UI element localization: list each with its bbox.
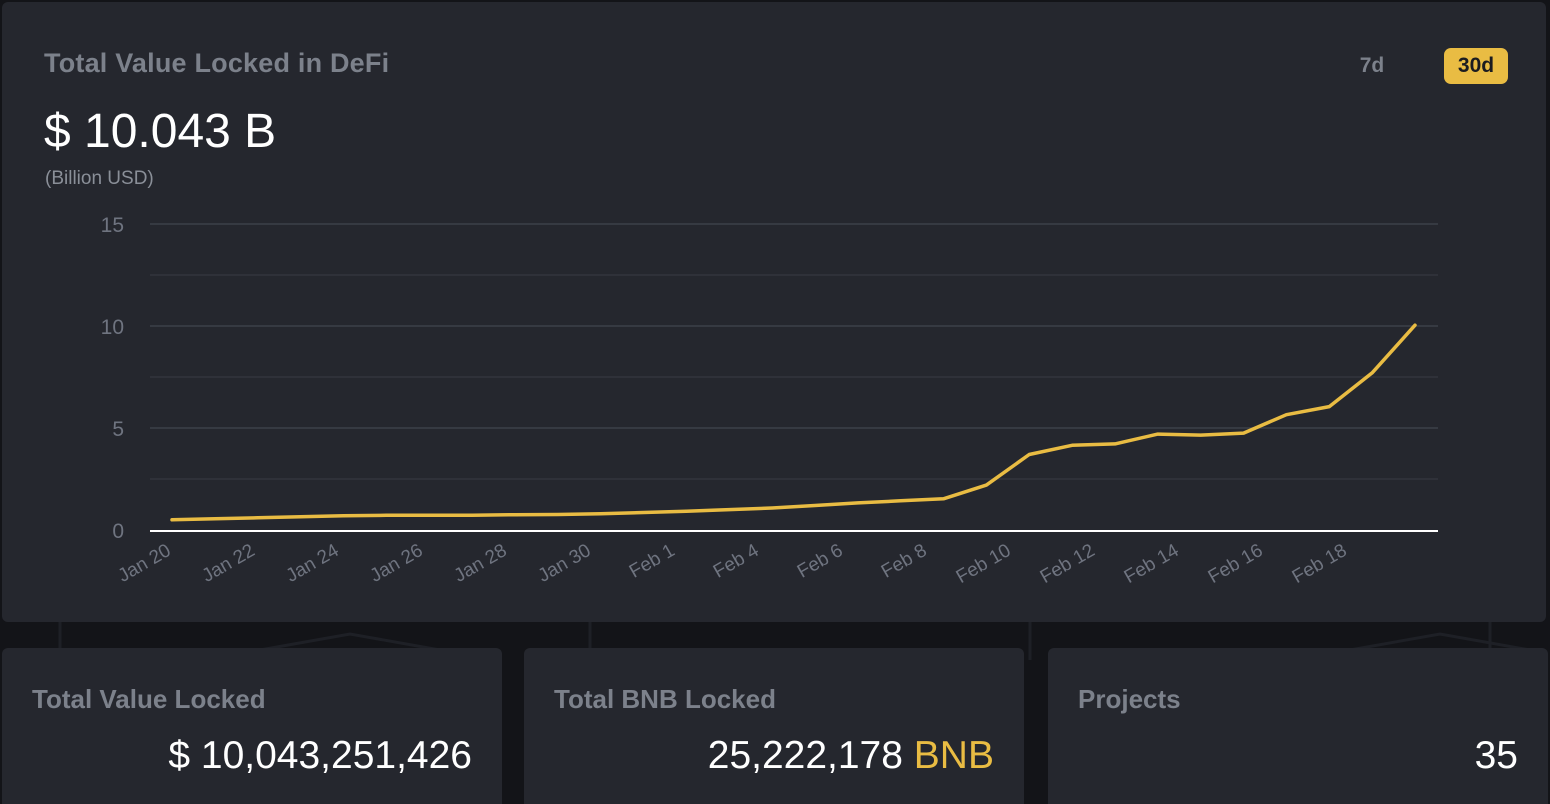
stat-label-projects: Projects (1078, 684, 1181, 714)
x-tick-label: Jan 30 (535, 540, 595, 587)
tvl-series-line (170, 323, 1417, 522)
tvl-unit-label: (Billion USD) (45, 168, 154, 189)
y-tick-label: 5 (112, 418, 124, 441)
tvl-headline-value: $ 10.043 B (44, 105, 277, 158)
x-tick-label: Feb 8 (878, 540, 931, 582)
stat-card-projects: Projects 35 (1048, 648, 1548, 804)
x-tick-label: Jan 20 (115, 540, 175, 587)
stat-label-total-bnb-locked: Total BNB Locked (554, 684, 776, 714)
x-tick-label: Jan 24 (283, 540, 343, 587)
x-tick-label: Feb 10 (953, 540, 1015, 588)
tvl-chart-card: Total Value Locked in DeFi $ 10.043 B (B… (2, 2, 1546, 622)
x-tick-label: Feb 6 (794, 540, 847, 582)
stat-number: 35 (1474, 734, 1518, 777)
x-tick-label: Feb 12 (1037, 540, 1099, 588)
stat-value-projects: 35 (1475, 734, 1518, 778)
x-tick-label: Jan 28 (451, 540, 511, 587)
stat-card-total-value-locked: Total Value Locked $ 10,043,251,426 (2, 648, 502, 804)
x-tick-label: Feb 16 (1205, 540, 1267, 588)
stat-number: $ 10,043,251,426 (168, 734, 472, 777)
chart-title: Total Value Locked in DeFi (44, 48, 390, 78)
x-tick-label: Feb 4 (710, 540, 763, 583)
stat-value-total-value-locked: $ 10,043,251,426 (168, 734, 472, 778)
y-tick-label: 15 (101, 214, 124, 237)
range-30d-button[interactable]: 30d (1444, 48, 1508, 84)
bnb-unit-label: BNB (913, 734, 994, 777)
x-tick-label: Feb 1 (626, 540, 679, 582)
x-tick-label: Feb 18 (1289, 540, 1351, 588)
y-tick-label: 0 (112, 520, 124, 543)
stat-number: 25,222,178 (707, 734, 903, 777)
range-7d-button[interactable]: 7d (1359, 54, 1385, 77)
x-tick-label: Feb 14 (1121, 540, 1183, 588)
stat-value-total-bnb-locked: 25,222,178 BNB (708, 734, 994, 778)
stat-label-total-value-locked: Total Value Locked (32, 684, 266, 714)
y-tick-label: 10 (101, 316, 124, 339)
stat-card-total-bnb-locked: Total BNB Locked 25,222,178 BNB (524, 648, 1024, 804)
x-tick-label: Jan 26 (367, 540, 427, 587)
x-tick-label: Jan 22 (199, 540, 259, 587)
tvl-line-chart: 0 5 10 15 Jan 20 Jan 22 Jan 24 Jan 26 Jan 28 Jan … (101, 214, 1438, 588)
